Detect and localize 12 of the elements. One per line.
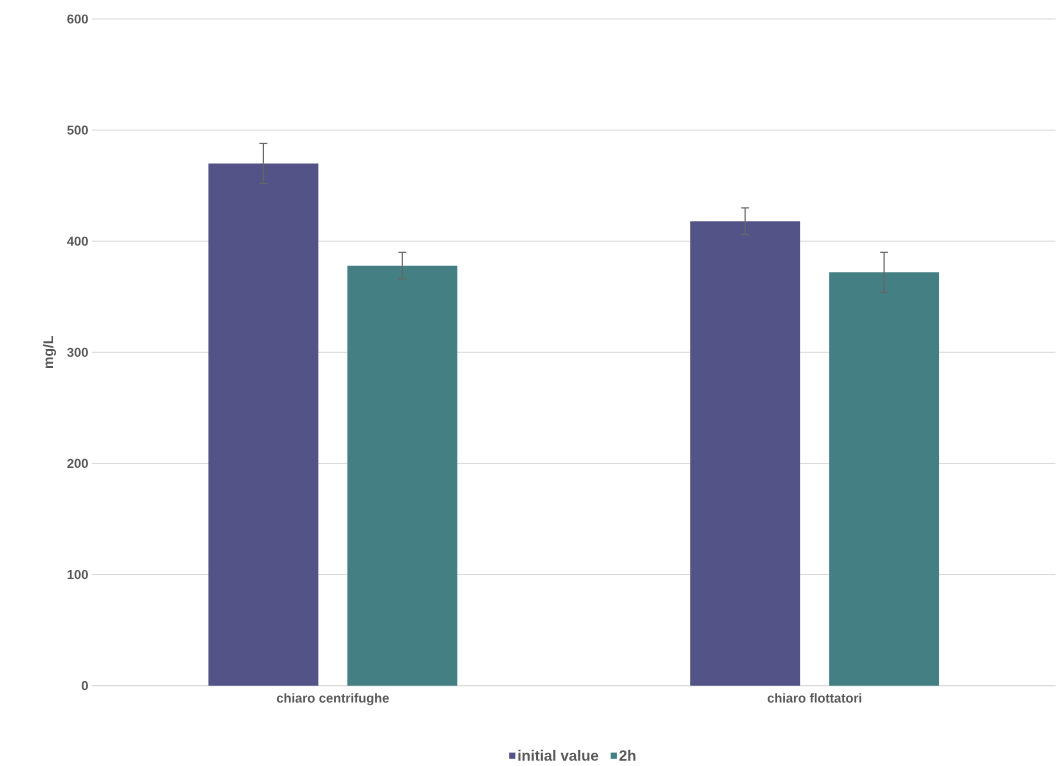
y-tick-label: 600 xyxy=(67,14,88,24)
y-tick-label: 500 xyxy=(67,125,88,135)
x-tick-label: chiaro centrifughe xyxy=(276,693,389,706)
y-tick-label: 100 xyxy=(67,569,88,580)
y-tick-label: 200 xyxy=(67,458,88,468)
legend-label: initial value xyxy=(518,749,599,761)
x-tick-label: chiaro flottatori xyxy=(767,693,862,703)
y-tick-label: 400 xyxy=(67,236,88,246)
y-tick-label: 0 xyxy=(81,681,88,691)
y-axis-title: mg/L xyxy=(42,336,57,368)
y-tick-label: 300 xyxy=(67,347,88,357)
legend-label: 2h xyxy=(619,749,636,761)
